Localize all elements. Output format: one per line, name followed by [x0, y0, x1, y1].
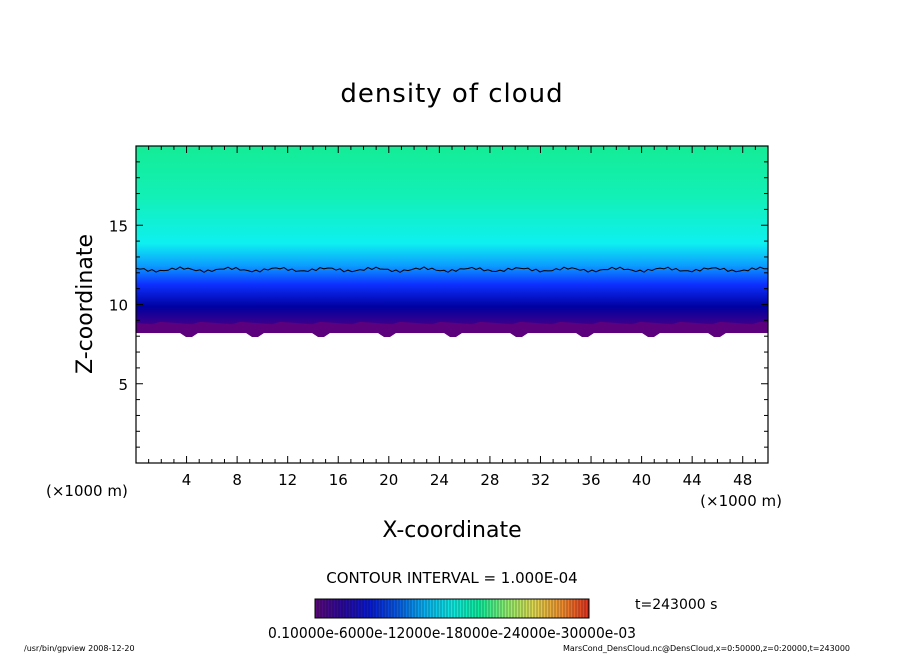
x-axis-label: X-coordinate — [382, 518, 521, 543]
cloud-base-edge — [136, 321, 768, 338]
x-tick-label: 48 — [733, 471, 752, 489]
cloud-density-field — [136, 146, 768, 334]
x-unit-label: (×1000 m) — [700, 492, 782, 510]
x-tick-label: 36 — [581, 471, 600, 489]
x-tick-label: 24 — [430, 471, 449, 489]
contour-line — [136, 266, 768, 273]
plot-area — [135, 145, 769, 464]
x-tick-label: 4 — [182, 471, 192, 489]
x-tick-label: 28 — [480, 471, 499, 489]
footer-left: /usr/bin/gpview 2008-12-20 — [24, 644, 135, 653]
x-tick-labels: 4 8 12 16 20 24 28 32 36 40 44 48 — [182, 471, 752, 489]
y-unit-label: (×1000 m) — [46, 482, 128, 500]
y-tick-labels: 5 10 15 — [109, 217, 128, 394]
x-tick-label: 44 — [683, 471, 702, 489]
x-tick-label: 8 — [232, 471, 242, 489]
colorbar — [314, 598, 590, 619]
x-tick-label: 20 — [379, 471, 398, 489]
footer-right: MarsCond_DensCloud.nc@DensCloud,x=0:5000… — [563, 644, 850, 653]
chart-title: density of cloud — [340, 79, 563, 109]
y-tick-label: 5 — [118, 376, 128, 394]
y-axis-label: Z-coordinate — [73, 234, 98, 374]
colorbar-labels: 0.10000e-6000e-12000e-18000e-24000e-3000… — [268, 624, 636, 642]
y-tick-label: 15 — [109, 217, 128, 235]
x-tick-label: 40 — [632, 471, 651, 489]
x-tick-label: 16 — [329, 471, 348, 489]
time-label: t=243000 s — [635, 597, 717, 613]
contour-interval-label: CONTOUR INTERVAL = 1.000E-04 — [326, 569, 577, 587]
y-tick-label: 10 — [109, 297, 128, 315]
x-tick-label: 32 — [531, 471, 550, 489]
colorbar-ticks — [317, 599, 589, 618]
x-tick-label: 12 — [278, 471, 297, 489]
axis-ticks — [136, 146, 768, 463]
